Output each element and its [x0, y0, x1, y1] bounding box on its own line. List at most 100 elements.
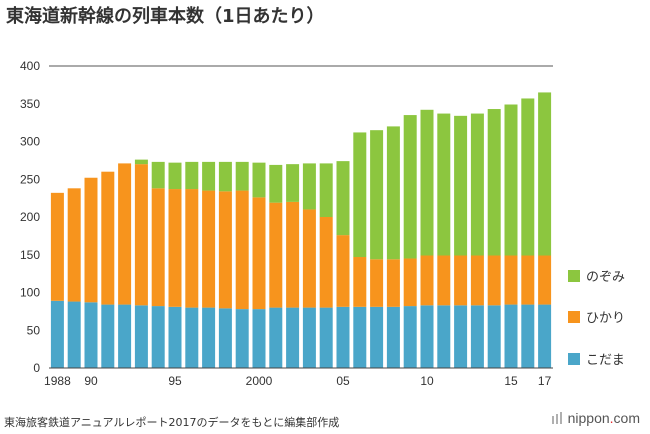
legend-swatch-のぞみ: [568, 270, 580, 282]
brand-suffix: com: [613, 410, 640, 426]
bar-segment-1996-ひかり: [185, 189, 199, 308]
legend-swatch-こだま: [568, 353, 580, 365]
bar-segment-2006-のぞみ: [353, 132, 367, 258]
bar-segment-2002-こだま: [286, 307, 300, 368]
bar-segment-1999-ひかり: [235, 190, 249, 310]
brand-name: nippon: [567, 410, 610, 426]
y-tick-label: 250: [20, 172, 40, 186]
bar-segment-2011-ひかり: [437, 255, 451, 306]
bar-segment-2015-のぞみ: [504, 104, 518, 256]
legend-swatch-ひかり: [568, 311, 580, 323]
bar-segment-2004-ひかり: [319, 217, 333, 308]
bar-segment-1996-こだま: [185, 307, 199, 368]
bar-segment-1993-こだま: [134, 305, 148, 368]
bar-segment-1993-ひかり: [134, 164, 148, 306]
bar-segment-2009-のぞみ: [403, 115, 417, 259]
bar-segment-1988-こだま: [50, 300, 64, 368]
bar-segment-1988-ひかり: [50, 192, 64, 301]
y-tick-label: 50: [27, 323, 41, 337]
bar-segment-2001-のぞみ: [269, 164, 283, 203]
bar-segment-2008-のぞみ: [386, 126, 400, 260]
bar-segment-2011-のぞみ: [437, 113, 451, 256]
bar-segment-2008-ひかり: [386, 259, 400, 307]
x-tick-label: 17: [538, 374, 552, 388]
bar-segment-2001-ひかり: [269, 202, 283, 308]
chart-title: 東海道新幹線の列車本数（1日あたり）: [6, 6, 325, 27]
bar-segment-2013-ひかり: [470, 255, 484, 306]
bar-segment-2005-ひかり: [336, 235, 350, 307]
bar-segment-2010-ひかり: [420, 255, 434, 306]
bar-segment-1994-ひかり: [151, 188, 165, 307]
legend-label-こだま: こだま: [586, 353, 625, 368]
bar-segment-2000-ひかり: [252, 197, 266, 310]
bar-segment-1993-のぞみ: [134, 159, 148, 165]
bar-segment-2006-こだま: [353, 306, 367, 368]
bar-segment-2015-こだま: [504, 304, 518, 368]
legend-label-のぞみ: のぞみ: [586, 270, 625, 285]
bar-segment-1995-ひかり: [168, 189, 182, 307]
brand-dot: .: [609, 410, 614, 426]
bar-segment-2009-こだま: [403, 306, 417, 368]
bar-segment-1995-のぞみ: [168, 162, 182, 190]
bar-segment-2016-こだま: [521, 304, 535, 368]
bar-segment-1997-ひかり: [202, 190, 216, 308]
x-tick-label: 10: [420, 374, 434, 388]
y-tick-label: 200: [20, 210, 40, 224]
bar-segment-2010-こだま: [420, 305, 434, 368]
bar-segment-2003-こだま: [302, 307, 316, 368]
bar-segment-1998-のぞみ: [218, 161, 232, 192]
bar-segment-1995-こだま: [168, 306, 182, 368]
y-tick-label: 100: [20, 286, 40, 300]
bar-segment-2005-こだま: [336, 306, 350, 368]
bar-segment-1999-のぞみ: [235, 161, 249, 191]
bar-segment-2014-のぞみ: [487, 109, 501, 256]
bar-segment-2003-のぞみ: [302, 163, 316, 210]
y-tick-label: 0: [33, 361, 40, 375]
bar-segment-1990-ひかり: [84, 177, 98, 303]
bar-segment-1997-こだま: [202, 307, 216, 368]
bar-segment-1992-こだま: [118, 304, 132, 368]
y-tick-label: 150: [20, 248, 40, 262]
bar-segment-2012-こだま: [454, 305, 468, 368]
bar-segment-1994-こだま: [151, 306, 165, 368]
bar-segment-2002-ひかり: [286, 201, 300, 308]
bar-segment-2009-ひかり: [403, 258, 417, 307]
bar-segment-2013-のぞみ: [470, 113, 484, 256]
bar-segment-2017-こだま: [538, 304, 552, 368]
bar-segment-1991-ひかり: [101, 171, 115, 305]
bar-segment-1998-こだま: [218, 308, 232, 368]
bar-segment-2004-こだま: [319, 307, 333, 368]
bar-segment-1998-ひかり: [218, 191, 232, 309]
bar-segment-1990-こだま: [84, 302, 98, 368]
y-tick-label: 300: [20, 135, 40, 149]
bar-segment-2012-ひかり: [454, 255, 468, 306]
bar-segment-1992-ひかり: [118, 163, 132, 305]
bar-segment-1989-こだま: [67, 301, 81, 368]
bar-segment-2007-ひかり: [370, 259, 384, 307]
bar-segment-2012-のぞみ: [454, 115, 468, 256]
bar-segment-2007-こだま: [370, 306, 384, 368]
x-tick-label: 15: [504, 374, 518, 388]
bar-segment-1991-こだま: [101, 304, 115, 368]
bar-segment-1996-のぞみ: [185, 161, 199, 190]
bar-segment-1989-ひかり: [67, 188, 81, 302]
y-tick-label: 400: [20, 59, 40, 73]
bar-segment-1994-のぞみ: [151, 161, 165, 189]
brand-logo: nippon.com: [551, 410, 640, 426]
x-tick-label: 95: [168, 374, 182, 388]
bar-segment-2004-のぞみ: [319, 163, 333, 217]
bar-segment-2011-こだま: [437, 305, 451, 368]
x-tick-label: 2000: [246, 374, 273, 388]
brand-mark-icon: [551, 412, 562, 424]
bar-segment-2015-ひかり: [504, 255, 518, 305]
bar-segment-2002-のぞみ: [286, 164, 300, 202]
bar-segment-2017-のぞみ: [538, 92, 552, 256]
bar-segment-2005-のぞみ: [336, 161, 350, 236]
bar-segment-2008-こだま: [386, 306, 400, 368]
x-tick-label: 90: [84, 374, 98, 388]
bar-segment-2013-こだま: [470, 305, 484, 368]
legend-label-ひかり: ひかり: [586, 311, 625, 326]
bar-segment-2000-こだま: [252, 309, 266, 368]
